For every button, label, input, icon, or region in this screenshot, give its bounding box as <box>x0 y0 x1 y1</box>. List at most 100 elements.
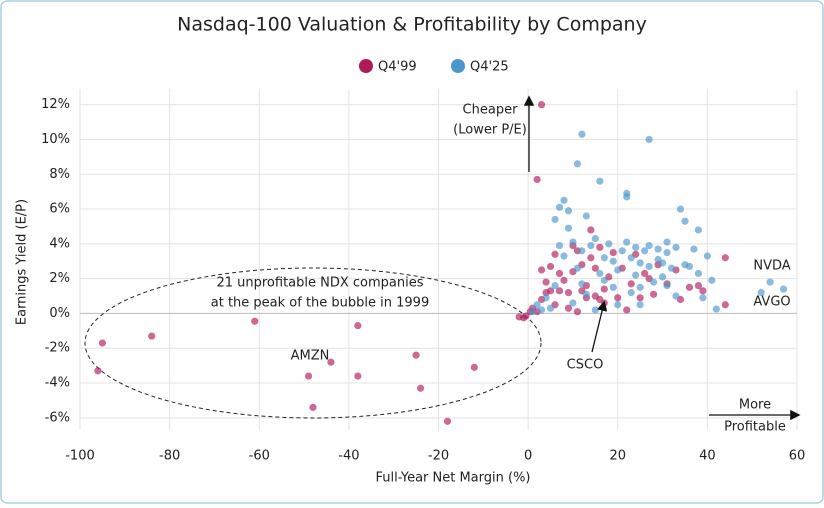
y-tick-label: 6% <box>49 202 70 217</box>
point <box>587 254 595 262</box>
point <box>555 241 564 250</box>
point <box>690 245 698 253</box>
point <box>676 205 685 213</box>
point <box>470 363 478 371</box>
annotation: AMZN <box>291 349 330 364</box>
point <box>412 351 420 359</box>
y-axis-label: Earnings Yield (E/P) <box>15 199 30 325</box>
point <box>533 301 541 309</box>
point <box>623 306 631 314</box>
point <box>564 304 573 312</box>
point <box>569 238 577 246</box>
point <box>614 294 622 302</box>
point <box>596 269 604 278</box>
annotation: Profitable <box>724 420 786 435</box>
point <box>582 212 590 220</box>
point <box>627 280 635 288</box>
point <box>672 292 680 300</box>
point <box>663 238 671 246</box>
annotation: AVGO <box>753 295 790 310</box>
point <box>609 248 617 257</box>
point <box>304 372 313 380</box>
point <box>654 245 662 253</box>
point <box>533 175 541 184</box>
point <box>685 262 694 271</box>
point <box>694 269 703 278</box>
point <box>578 247 586 255</box>
y-tick-label: 2% <box>49 271 70 286</box>
annotation: More <box>739 398 771 413</box>
x-tick-label: -40 <box>338 449 359 464</box>
point <box>636 259 644 267</box>
point <box>600 276 608 284</box>
point <box>721 254 729 262</box>
point <box>600 299 608 307</box>
point <box>699 287 707 295</box>
point <box>667 264 676 272</box>
annotation: 21 unprofitable NDX companies <box>216 276 423 291</box>
point <box>632 271 640 279</box>
point <box>627 288 635 297</box>
legend-marker <box>359 59 373 73</box>
point <box>551 215 559 224</box>
x-tick-label: -20 <box>428 449 449 464</box>
point <box>591 306 599 314</box>
point <box>623 238 631 246</box>
point <box>685 283 694 291</box>
point <box>546 304 555 312</box>
point <box>98 339 107 347</box>
point <box>537 266 546 274</box>
point <box>658 273 667 281</box>
x-axis-label: Full-Year Net Margin (%) <box>375 471 530 486</box>
point <box>663 281 671 290</box>
point <box>587 241 595 250</box>
point <box>703 252 711 260</box>
point <box>708 276 716 284</box>
annotation: (Lower P/E) <box>453 123 527 138</box>
point <box>614 266 622 274</box>
y-tick-label: 12% <box>41 97 70 112</box>
y-tick-label: -2% <box>45 341 70 356</box>
x-tick-label: -60 <box>249 449 270 464</box>
x-tick-label: 60 <box>789 449 806 464</box>
point <box>591 264 599 272</box>
point <box>309 403 317 411</box>
point <box>537 101 546 109</box>
point <box>555 287 564 295</box>
annotation: NVDA <box>753 259 790 274</box>
point <box>578 130 586 138</box>
point <box>560 252 568 260</box>
point <box>694 281 703 290</box>
point <box>251 317 259 325</box>
point <box>641 269 649 278</box>
point <box>609 257 617 265</box>
point <box>605 240 613 248</box>
point <box>712 305 720 313</box>
point <box>587 226 595 234</box>
legend-marker <box>451 59 465 73</box>
point <box>551 250 559 258</box>
point <box>699 294 707 302</box>
point <box>327 358 335 366</box>
point <box>596 243 604 251</box>
point <box>658 259 667 267</box>
point <box>94 367 102 375</box>
point <box>582 290 590 298</box>
point <box>600 254 608 262</box>
point <box>537 306 546 314</box>
point <box>591 235 599 243</box>
point <box>560 196 568 204</box>
legend-label: Q4'25 <box>470 60 509 75</box>
point <box>632 243 640 251</box>
point <box>636 301 644 309</box>
point <box>564 224 573 232</box>
point <box>564 288 573 297</box>
x-tick-label: -80 <box>159 449 180 464</box>
point <box>578 280 586 288</box>
point <box>416 384 425 392</box>
point <box>529 308 537 316</box>
point <box>551 281 559 290</box>
y-tick-label: 4% <box>49 236 70 251</box>
point <box>636 294 644 302</box>
point <box>779 285 788 293</box>
